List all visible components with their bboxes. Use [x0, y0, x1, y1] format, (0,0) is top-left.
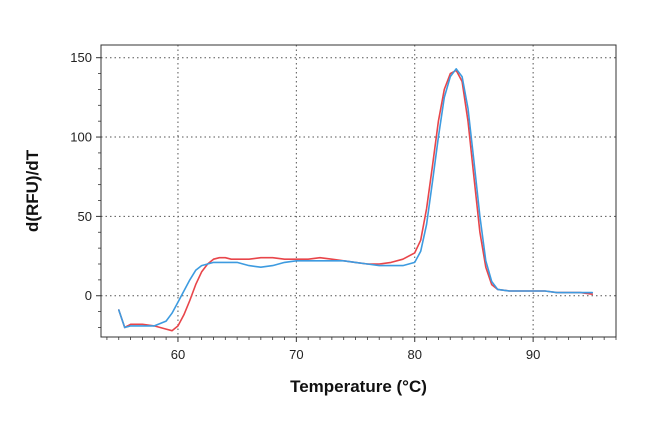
- y-tick-label: 100: [70, 130, 92, 145]
- series-line-2: [118, 68, 594, 329]
- plot-frame: [100, 44, 617, 338]
- x-tick-label: 80: [408, 347, 422, 362]
- axis-ticks: 60 70 80 90 0 50 100 150: [70, 50, 617, 362]
- y-axis-title: d(RFU)/dT: [23, 149, 42, 232]
- y-tick-label: 150: [70, 50, 92, 65]
- x-tick-label: 70: [289, 347, 303, 362]
- series-lines: [118, 68, 594, 332]
- x-tick-label: 90: [526, 347, 540, 362]
- x-axis-title: Temperature (°C): [290, 377, 427, 396]
- grid-lines: [101, 45, 616, 337]
- y-tick-label: 0: [85, 288, 92, 303]
- y-tick-label: 50: [78, 209, 92, 224]
- x-tick-label: 60: [171, 347, 185, 362]
